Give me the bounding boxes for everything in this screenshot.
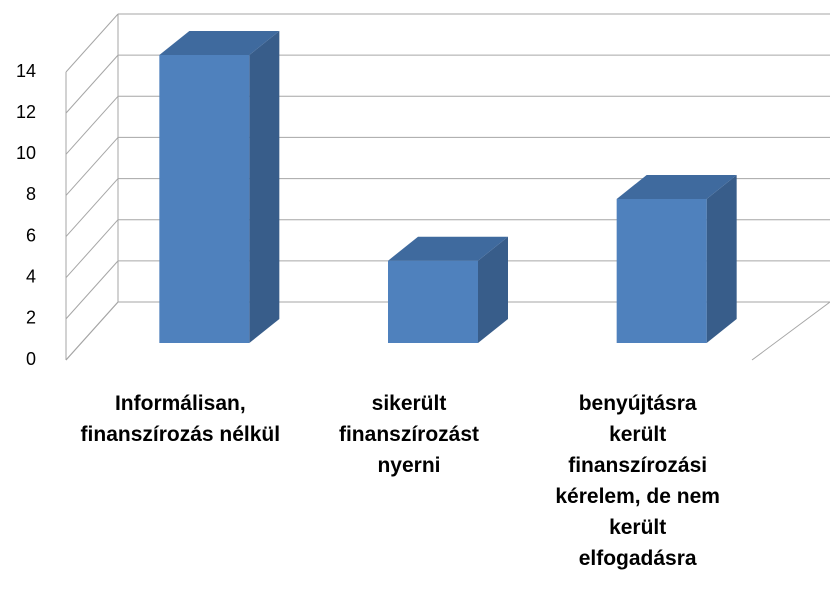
bar-side — [249, 31, 280, 343]
bar — [159, 55, 250, 343]
bar-top — [388, 236, 508, 261]
grid-line — [65, 95, 119, 155]
grid-line — [65, 260, 119, 320]
grid-line — [65, 219, 119, 279]
bar — [616, 199, 707, 343]
y-tick-label: 0 — [26, 349, 36, 369]
x-tick-label: sikerült finanszírozást nyerni — [338, 392, 480, 477]
y-tick-label: 2 — [26, 308, 36, 328]
bar — [388, 260, 478, 343]
grid-line — [65, 178, 119, 237]
y-tick-label: 12 — [16, 102, 36, 122]
y-tick-label: 10 — [16, 143, 36, 163]
y-tick-label: 8 — [26, 184, 36, 204]
bar-side — [478, 236, 508, 343]
y-tick-label: 4 — [26, 266, 36, 286]
grid-line — [65, 137, 119, 196]
grid-line — [65, 54, 119, 114]
bar-side — [706, 175, 737, 343]
x-tick-label: benyújtásra került finanszírozási kérele… — [555, 392, 720, 570]
grid-line — [65, 301, 119, 361]
bar-top — [616, 175, 737, 199]
bar-top — [159, 31, 280, 55]
y-tick-label: 14 — [16, 61, 36, 81]
x-tick-label: Informálisan, finanszírozás nélkül — [80, 392, 281, 446]
y-tick-label: 6 — [26, 225, 36, 245]
grid-line — [65, 13, 119, 73]
